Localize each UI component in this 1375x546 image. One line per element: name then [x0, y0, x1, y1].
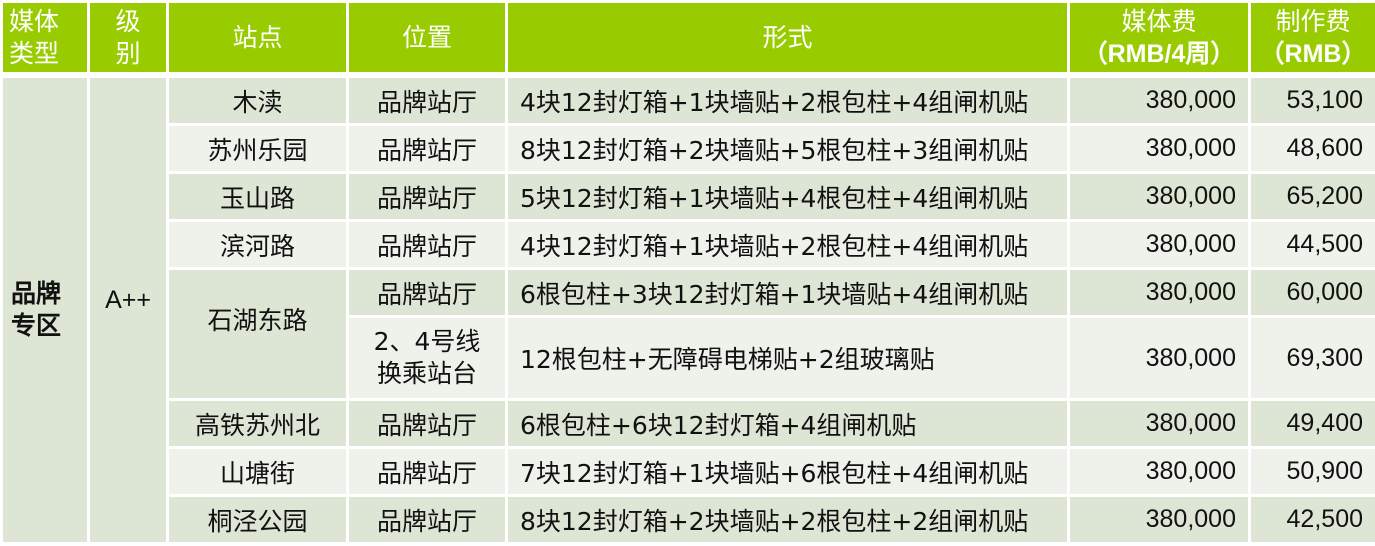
station-cell: 石湖东路	[166, 267, 349, 401]
station-cell: 山塘街	[166, 446, 349, 497]
position-cell: 品牌站厅	[346, 494, 508, 545]
table-row: 石湖东路 品牌站厅 6根包柱+3块12封灯箱+1块墙贴+4组闸机贴 380,000 60…	[2, 267, 1375, 401]
table-row: 滨河路 品牌站厅 4块12封灯箱+1块墙贴+2根包柱+4组闸机贴 380,000 44,…	[2, 219, 1375, 270]
format-cell: 8块12封灯箱+2块墙贴+5根包柱+3组闸机贴	[505, 123, 1070, 174]
station-cell: 玉山路	[166, 171, 349, 222]
table-row: 品牌 专区 A++ 木渎 品牌站厅 4块12封灯箱+1块墙贴+2根包柱+4组闸机贴 380,…	[0, 73, 1375, 545]
position-cell: 品牌站厅	[346, 219, 508, 270]
level-cell: A++	[87, 73, 169, 545]
media-fee-cell: 380,000	[1067, 171, 1251, 222]
header-level: 级别	[87, 0, 169, 78]
media-fee-cell: 380,000	[1067, 398, 1251, 449]
header-media-fee: 媒体费 （RMB/4周）	[1067, 0, 1251, 78]
header-format: 形式	[505, 0, 1070, 78]
position-cell: 品牌站厅	[346, 267, 508, 318]
production-fee-cell: 42,500	[1248, 494, 1375, 545]
position-cell: 品牌站厅	[346, 446, 508, 497]
header-production-fee: 制作费 （RMB）	[1248, 0, 1375, 78]
production-fee-cell: 53,100	[1248, 73, 1375, 126]
position-cell: 品牌站厅	[346, 73, 508, 126]
media-fee-cell: 380,000	[1067, 315, 1251, 401]
station-cell: 木渎	[166, 73, 349, 126]
media-fee-cell: 380,000	[1067, 219, 1251, 270]
position-cell: 品牌站厅	[346, 171, 508, 222]
format-cell: 6根包柱+6块12封灯箱+4组闸机贴	[505, 398, 1070, 449]
format-cell: 4块12封灯箱+1块墙贴+2根包柱+4组闸机贴	[505, 219, 1070, 270]
production-fee-cell: 65,200	[1248, 171, 1375, 222]
production-fee-cell: 44,500	[1248, 219, 1375, 270]
table-row: 苏州乐园 品牌站厅 8块12封灯箱+2块墙贴+5根包柱+3组闸机贴 380,000 48…	[2, 123, 1375, 174]
header-station: 站点	[166, 0, 349, 78]
format-cell: 7块12封灯箱+1块墙贴+6根包柱+4组闸机贴	[505, 446, 1070, 497]
format-cell: 4块12封灯箱+1块墙贴+2根包柱+4组闸机贴	[505, 73, 1070, 126]
table-row: 桐泾公园 品牌站厅 8块12封灯箱+2块墙贴+2根包柱+2组闸机贴 380,000 42…	[2, 494, 1375, 545]
media-type-cell: 品牌 专区	[0, 73, 90, 545]
table-row: 2、4号线 换乘站台 12根包柱+无障碍电梯贴+2组玻璃贴 380,000 69,300	[2, 315, 1375, 401]
station-cell: 桐泾公园	[166, 494, 349, 545]
format-cell: 12根包柱+无障碍电梯贴+2组玻璃贴	[505, 315, 1070, 401]
production-fee-cell: 69,300	[1248, 315, 1375, 401]
media-fee-cell: 380,000	[1067, 494, 1251, 545]
position-cell: 品牌站厅	[346, 123, 508, 174]
header-media-type: 媒体 类型	[0, 0, 90, 78]
production-fee-cell: 50,900	[1248, 446, 1375, 497]
station-cell: 苏州乐园	[166, 123, 349, 174]
position-cell: 品牌站厅	[346, 398, 508, 449]
station-cell: 滨河路	[166, 219, 349, 270]
format-cell: 6根包柱+3块12封灯箱+1块墙贴+4组闸机贴	[505, 267, 1070, 318]
media-fee-cell: 380,000	[1067, 73, 1251, 126]
media-fee-cell: 380,000	[1067, 123, 1251, 174]
format-cell: 8块12封灯箱+2块墙贴+2根包柱+2组闸机贴	[505, 494, 1070, 545]
media-fee-cell: 380,000	[1067, 267, 1251, 318]
table-row: 玉山路 品牌站厅 5块12封灯箱+1块墙贴+4根包柱+4组闸机贴 380,000 65,…	[2, 171, 1375, 222]
production-fee-cell: 49,400	[1248, 398, 1375, 449]
production-fee-cell: 48,600	[1248, 123, 1375, 174]
header-position: 位置	[346, 0, 508, 78]
station-cell: 高铁苏州北	[166, 398, 349, 449]
table-row: 山塘街 品牌站厅 7块12封灯箱+1块墙贴+6根包柱+4组闸机贴 380,000 50,…	[2, 446, 1375, 497]
position-cell: 2、4号线 换乘站台	[346, 315, 508, 401]
production-fee-cell: 60,000	[1248, 267, 1375, 318]
table-row: 高铁苏州北 品牌站厅 6根包柱+6块12封灯箱+4组闸机贴 380,000 49,400	[2, 398, 1375, 449]
media-fee-cell: 380,000	[1067, 446, 1251, 497]
header-row: 媒体 类型 级别 站点 位置 形式 媒体费 （RMB/4周） 制作费 （RMB）	[0, 0, 1375, 78]
format-cell: 5块12封灯箱+1块墙贴+4根包柱+4组闸机贴	[505, 171, 1070, 222]
